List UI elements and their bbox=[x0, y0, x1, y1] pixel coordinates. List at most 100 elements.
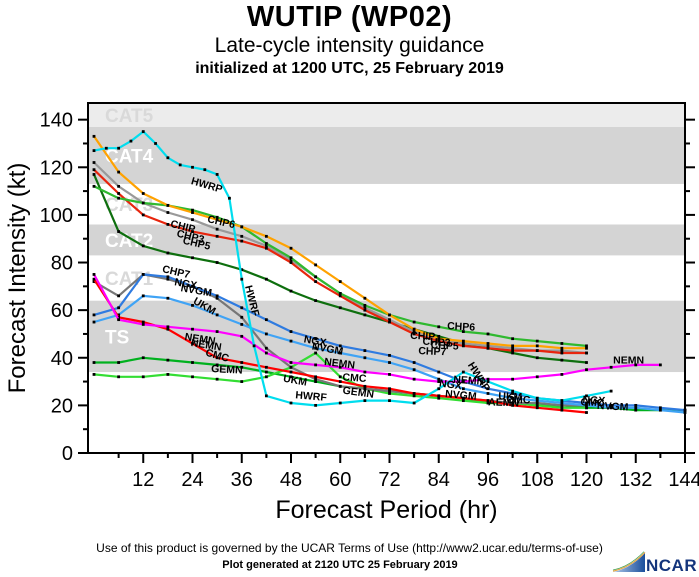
series-marker-NGX bbox=[486, 387, 490, 391]
series-marker-GEMN bbox=[191, 375, 194, 379]
series-label-CMC: CMC bbox=[580, 396, 605, 409]
series-marker-HWRF bbox=[511, 389, 515, 393]
series-marker-CHIP bbox=[511, 344, 515, 348]
generated-at-text: Plot generated at 2120 UTC 25 February 2… bbox=[222, 559, 458, 571]
y-tick-label: 80 bbox=[51, 253, 73, 275]
series-marker-UKM bbox=[314, 377, 318, 381]
series-marker-CMC bbox=[461, 396, 465, 400]
series-marker-CHP7 bbox=[535, 356, 539, 360]
series-label-NEMN: NEMN bbox=[184, 331, 216, 348]
y-tick-label: 40 bbox=[51, 348, 73, 370]
series-marker-UKM bbox=[511, 401, 515, 405]
y-tick-label: 60 bbox=[51, 300, 73, 322]
y-axis-title: Forecast Intensity (kt) bbox=[4, 162, 31, 394]
series-marker-HWRF bbox=[129, 139, 133, 143]
series-marker-NEMN bbox=[560, 373, 564, 376]
series-marker-CHIP bbox=[437, 337, 441, 341]
series-marker-HWRF bbox=[338, 401, 342, 405]
series-marker-CMC bbox=[314, 375, 318, 379]
series-marker-HWRF bbox=[363, 399, 367, 403]
series-marker-HWRF bbox=[264, 394, 268, 398]
series-marker-CHP6 bbox=[117, 196, 121, 200]
series-marker-GEMN bbox=[92, 373, 96, 376]
series-marker-NEMN bbox=[166, 325, 170, 329]
series-marker-GEMN bbox=[264, 375, 268, 379]
series-marker-CHP7 bbox=[560, 358, 564, 362]
series-marker-NEMN bbox=[338, 365, 342, 369]
series-marker-NGX bbox=[215, 294, 219, 298]
series-marker-HWRF bbox=[437, 387, 441, 391]
ncar-logo: NCAR bbox=[612, 546, 698, 574]
series-marker-NVGM bbox=[240, 323, 244, 326]
series-marker-NGX bbox=[166, 275, 170, 279]
series-marker-CHP3 bbox=[240, 234, 244, 238]
series-marker-NEMN bbox=[363, 370, 367, 374]
series-marker-NGX bbox=[585, 401, 588, 405]
series-marker-GEMN bbox=[117, 375, 121, 379]
series-marker-NVGM bbox=[486, 392, 490, 395]
series-label-NVGM: NVGM bbox=[597, 400, 629, 414]
series-marker-CHP3 bbox=[461, 342, 465, 345]
series-marker-UKM bbox=[388, 389, 391, 393]
series-marker-NEMN bbox=[658, 363, 662, 367]
series-marker-UKM bbox=[92, 280, 96, 283]
series-label-NEMN: NEMN bbox=[453, 374, 485, 388]
series-label-CMC: CMC bbox=[342, 371, 367, 385]
series-marker-CMC bbox=[289, 370, 293, 374]
series-marker-CHP5 bbox=[585, 351, 588, 355]
series-marker-CHP3 bbox=[289, 258, 293, 262]
series-marker-CHP5 bbox=[264, 246, 268, 250]
series-marker-NEMN bbox=[314, 363, 318, 367]
series-marker-GEMN bbox=[585, 406, 588, 410]
series-marker-UKM bbox=[117, 294, 121, 298]
category-band-label-CAT1: CAT1 bbox=[105, 269, 154, 290]
series-marker-NEMN bbox=[388, 373, 391, 376]
series-marker-CHP6 bbox=[92, 184, 96, 188]
series-marker-NEMN bbox=[535, 375, 539, 379]
series-marker-NEMN bbox=[117, 318, 121, 322]
series-marker-CHP6 bbox=[314, 275, 318, 279]
series-marker-NGX bbox=[92, 313, 96, 317]
y-tick-label: 100 bbox=[40, 205, 73, 227]
series-marker-AEMN bbox=[264, 370, 268, 374]
series-marker-NGX bbox=[141, 273, 145, 276]
series-marker-UKM bbox=[363, 387, 367, 391]
series-marker-CHP6 bbox=[363, 303, 367, 307]
series-marker-NGX bbox=[437, 370, 441, 374]
series-marker-CHP7 bbox=[363, 313, 367, 317]
series-marker-NGX bbox=[658, 406, 662, 410]
series-marker-AEMN bbox=[166, 358, 170, 362]
series-marker-CHP6 bbox=[437, 325, 441, 329]
series-marker-NGX bbox=[363, 349, 367, 353]
series-marker-CHP3 bbox=[511, 346, 515, 350]
series-marker-CHP7 bbox=[166, 251, 170, 255]
series-marker-UKM bbox=[264, 346, 268, 350]
series-marker-UKM bbox=[560, 403, 564, 407]
series-marker-NVGM bbox=[634, 406, 638, 410]
series-marker-NVGM bbox=[215, 313, 219, 317]
series-marker-CHP5 bbox=[412, 332, 416, 336]
series-label-CHIP: CHIP bbox=[169, 218, 196, 236]
x-tick-label: 72 bbox=[378, 469, 400, 491]
series-marker-CHP5 bbox=[486, 346, 490, 350]
series-marker-GEMN bbox=[314, 351, 318, 355]
x-tick-label: 60 bbox=[329, 469, 351, 491]
series-marker-CHP6 bbox=[486, 332, 490, 336]
plot-frame bbox=[87, 102, 686, 454]
series-marker-NVGM bbox=[191, 303, 194, 307]
series-marker-HWRF bbox=[117, 146, 121, 150]
series-label-UKM: UKM bbox=[498, 390, 523, 403]
x-axis-title: Forecast Period (hr) bbox=[275, 496, 498, 524]
category-band-CAT4 bbox=[88, 126, 685, 184]
x-tick-label: 84 bbox=[428, 469, 450, 491]
y-tick-label: 120 bbox=[40, 157, 73, 179]
series-label-CHP5: CHP5 bbox=[430, 339, 459, 352]
series-marker-CHP3 bbox=[486, 344, 490, 348]
series-marker-GEMN bbox=[141, 375, 145, 379]
series-marker-CHP6 bbox=[585, 344, 588, 348]
series-marker-CMC bbox=[511, 403, 515, 407]
series-marker-CHP3 bbox=[92, 161, 96, 164]
series-marker-NEMN bbox=[461, 380, 465, 383]
series-marker-NVGM bbox=[264, 332, 268, 336]
series-marker-GEMN bbox=[461, 399, 465, 403]
